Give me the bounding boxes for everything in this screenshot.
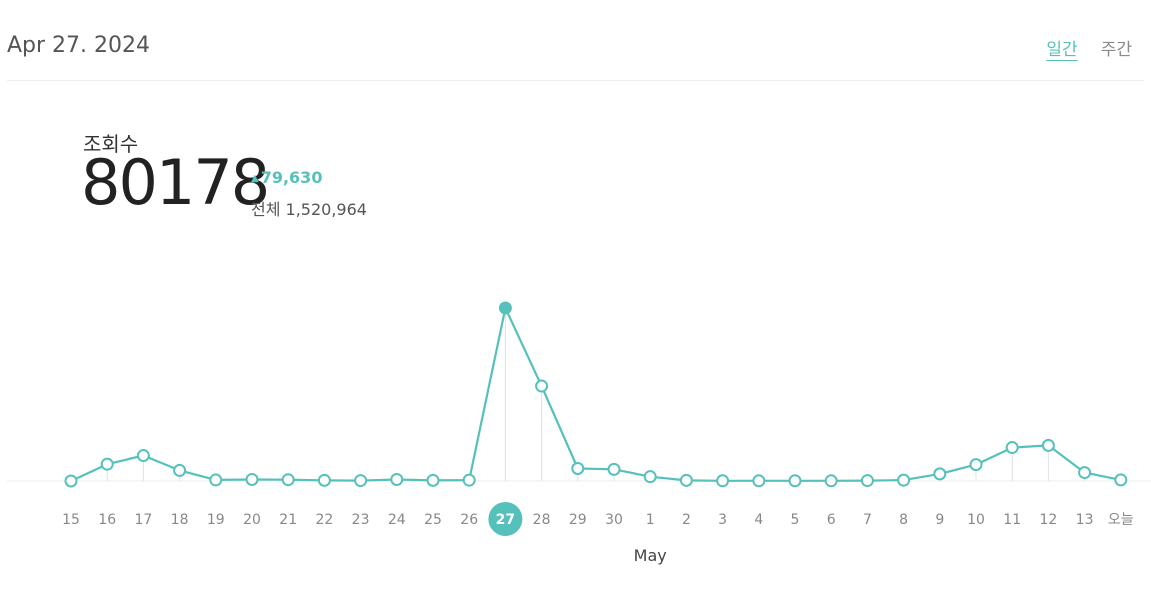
x-axis-month-label: May: [634, 546, 667, 565]
period-tabs: 일간 주간: [1028, 35, 1132, 60]
stat-change-value: 79,630: [260, 168, 323, 187]
x-tick-label: 25: [424, 512, 442, 528]
data-point: [281, 473, 295, 487]
data-point: [607, 462, 621, 476]
data-point: [788, 474, 802, 488]
x-tick-label: 12: [1039, 512, 1057, 528]
x-tick-label: 23: [352, 512, 370, 528]
data-point: [462, 473, 476, 487]
x-tick-label: 10: [967, 512, 985, 528]
x-tick-label: 19: [207, 512, 225, 528]
x-tick-label: 5: [791, 512, 800, 528]
selected-day-marker: [488, 502, 523, 536]
data-point: [716, 474, 730, 488]
data-point: [100, 457, 114, 471]
data-point: [136, 449, 150, 463]
data-point: [969, 458, 983, 472]
x-tick-label: 8: [899, 512, 908, 528]
x-tick-label: 20: [243, 512, 261, 528]
data-point: [535, 379, 549, 393]
data-point: [209, 473, 223, 487]
stat-label: 조회수: [83, 132, 139, 156]
x-tick-label: 29: [569, 512, 587, 528]
data-point: [1078, 466, 1092, 480]
current-date: Apr 27. 2024: [7, 33, 151, 58]
stats-panel: 조회수 80178 ▲ 79,630 전체 1,520,964: [81, 128, 367, 219]
data-point-selected: [498, 301, 512, 315]
x-tick-label: 9: [935, 512, 944, 528]
data-point: [752, 474, 766, 488]
up-triangle-icon: ▲: [251, 173, 259, 184]
x-tick-label: 17: [134, 512, 152, 528]
data-point: [1005, 441, 1019, 455]
x-tick-label: 27: [496, 512, 515, 528]
x-tick-label: 16: [98, 512, 116, 528]
stat-value: 80178: [81, 146, 270, 219]
data-point: [824, 474, 838, 488]
x-tick-label: 4: [754, 512, 763, 528]
data-point: [897, 473, 911, 487]
x-tick-label: 15: [62, 512, 80, 528]
x-tick-label: 3: [718, 512, 727, 528]
data-point: [426, 473, 440, 487]
x-tick-label: 6: [827, 512, 836, 528]
data-point: [390, 472, 404, 486]
series-line: [70, 306, 1122, 482]
data-point: [860, 474, 874, 488]
x-tick-label: 11: [1003, 512, 1021, 528]
header: Apr 27. 2024 일간 주간: [7, 0, 1144, 81]
x-tick-label: 24: [388, 512, 406, 528]
data-point: [354, 474, 368, 488]
x-tick-label: 7: [863, 512, 872, 528]
x-tick-label: 오늘: [1108, 512, 1134, 528]
data-point: [571, 461, 585, 475]
tab-weekly[interactable]: 주간: [1100, 40, 1132, 60]
data-point: [679, 473, 693, 487]
x-tick-label: 26: [460, 512, 478, 528]
data-point: [643, 470, 657, 484]
data-point: [245, 472, 259, 486]
x-tick-label: 2: [682, 512, 691, 528]
data-point: [64, 474, 78, 488]
data-point: [1041, 438, 1055, 452]
data-point: [1114, 473, 1128, 487]
data-point: [933, 467, 947, 481]
stat-change: ▲ 79,630: [251, 168, 322, 187]
x-tick-label: 28: [533, 512, 551, 528]
x-tick-label: 21: [279, 512, 297, 528]
data-point: [317, 473, 331, 487]
x-tick-label: 1: [646, 512, 655, 528]
tab-daily[interactable]: 일간: [1046, 40, 1078, 60]
x-tick-label: 13: [1076, 512, 1094, 528]
data-point: [173, 463, 187, 477]
x-tick-label: 18: [171, 512, 189, 528]
stat-total: 전체 1,520,964: [251, 200, 367, 219]
x-tick-label: 22: [315, 512, 333, 528]
x-tick-label: 30: [605, 512, 623, 528]
